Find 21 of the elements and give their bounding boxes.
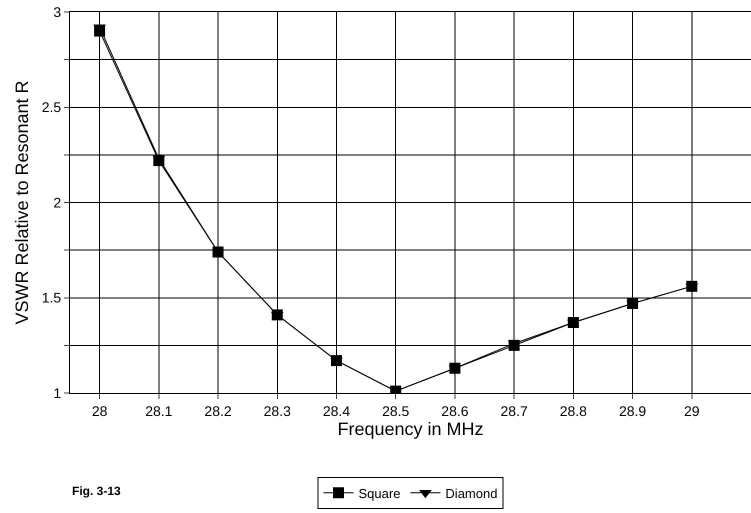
x-tick-label: 28.9	[618, 402, 646, 419]
y-axis-title: VSWR Relative to Resonant R	[12, 80, 32, 325]
x-tick-label: 28	[92, 402, 108, 419]
x-tick-label: 28.5	[382, 402, 410, 419]
y-tick-label: 2	[53, 194, 62, 210]
y-tick-label: 1	[53, 384, 62, 401]
caption: Fig. 3-13	[72, 484, 122, 498]
x-tick-label: 28.7	[500, 402, 528, 419]
x-tick-label: 28.6	[441, 402, 469, 419]
y-tick-label: 3	[53, 4, 62, 20]
legend-label: Square	[358, 486, 400, 501]
x-tick-label: 29	[684, 402, 700, 419]
x-tick-label: 28.8	[560, 402, 588, 419]
y-tick-label: 2.5	[42, 99, 62, 116]
y-tick-label: 1.5	[42, 290, 62, 306]
legend-label: Diamond	[445, 486, 498, 501]
x-tick-label: 28.2	[204, 402, 232, 419]
x-axis-title: Frequency in MHz	[337, 418, 484, 439]
x-tick-label: 28.3	[264, 402, 292, 419]
x-tick-label: 28.1	[145, 402, 173, 419]
x-tick-label: 28.4	[322, 402, 350, 419]
